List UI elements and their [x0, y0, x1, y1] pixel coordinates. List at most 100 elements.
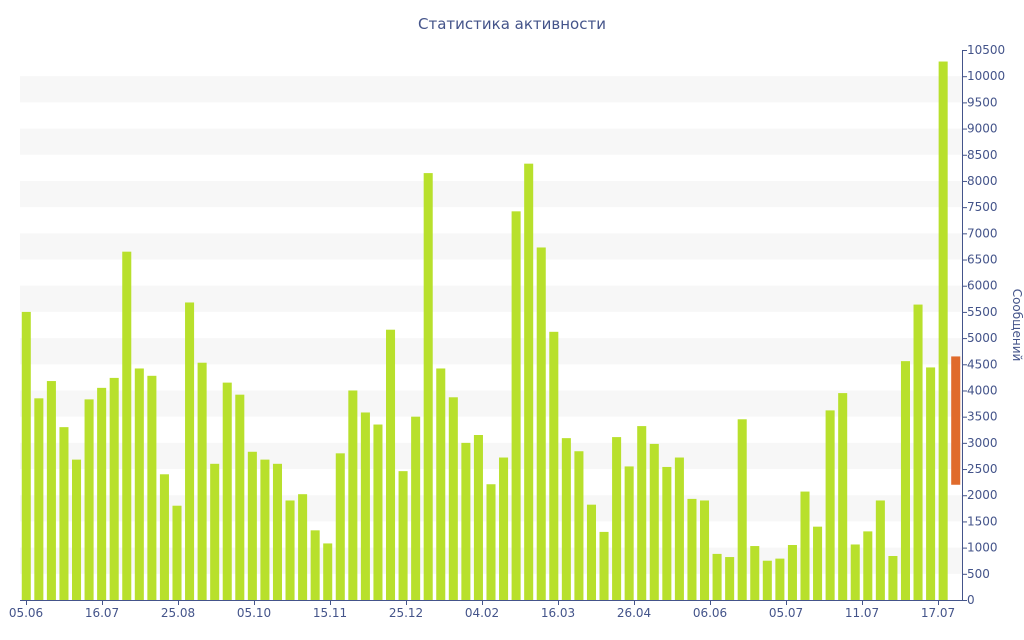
y-tick-label: 7500: [967, 200, 998, 214]
bar[interactable]: [888, 556, 898, 600]
bar[interactable]: [825, 410, 835, 600]
grid-band: [20, 233, 962, 260]
y-tick-label: 3000: [967, 436, 998, 450]
bar[interactable]: [838, 393, 848, 600]
bar[interactable]: [725, 557, 735, 600]
bar[interactable]: [813, 526, 823, 600]
bar[interactable]: [536, 247, 546, 600]
bar[interactable]: [323, 543, 333, 600]
bar[interactable]: [172, 505, 182, 600]
x-tick-label: 11.07: [845, 606, 879, 620]
bar[interactable]: [147, 375, 157, 600]
bar[interactable]: [549, 331, 559, 600]
bar[interactable]: [247, 451, 257, 600]
x-tick-label: 05.07: [769, 606, 803, 620]
bar[interactable]: [285, 500, 295, 600]
x-tick-label: 06.06: [693, 606, 727, 620]
grid-band: [20, 128, 962, 155]
bar[interactable]: [586, 504, 597, 600]
bar[interactable]: [97, 387, 107, 600]
bar[interactable]: [913, 304, 923, 600]
bar[interactable]: [423, 173, 433, 600]
bar[interactable]: [926, 367, 936, 600]
bar[interactable]: [662, 466, 672, 600]
bar[interactable]: [222, 382, 232, 600]
bar[interactable]: [863, 531, 873, 600]
bar[interactable]: [235, 394, 245, 600]
bar[interactable]: [210, 463, 220, 600]
bar[interactable]: [373, 424, 383, 600]
bar[interactable]: [411, 416, 421, 600]
bar[interactable]: [260, 459, 270, 600]
bar[interactable]: [649, 443, 659, 600]
bar[interactable]: [938, 61, 948, 601]
bar[interactable]: [486, 484, 496, 600]
bar[interactable]: [624, 466, 634, 600]
bar[interactable]: [448, 397, 458, 600]
bar[interactable]: [750, 546, 760, 600]
bar[interactable]: [687, 498, 697, 600]
bar[interactable]: [850, 544, 860, 600]
bar[interactable]: [109, 377, 119, 600]
bar[interactable]: [385, 329, 396, 600]
bar[interactable]: [272, 463, 283, 600]
bar[interactable]: [737, 419, 747, 600]
bar[interactable]: [134, 368, 144, 600]
bar[interactable]: [436, 368, 446, 600]
bar[interactable]: [561, 438, 571, 600]
bar[interactable]: [298, 494, 308, 600]
y-tick-label: 1000: [967, 541, 998, 555]
bar[interactable]: [900, 361, 911, 600]
bar[interactable]: [787, 545, 797, 600]
bar[interactable]: [71, 459, 82, 600]
bar[interactable]: [712, 553, 722, 600]
bar[interactable]: [122, 251, 132, 600]
bar[interactable]: [637, 426, 647, 600]
bar[interactable]: [21, 311, 31, 600]
bar[interactable]: [511, 211, 521, 601]
chart-title: Статистика активности: [418, 15, 606, 33]
bar[interactable]: [473, 435, 483, 600]
y-tick-label: 0: [967, 593, 975, 607]
bar[interactable]: [46, 381, 56, 600]
bar[interactable]: [612, 437, 622, 600]
bar[interactable]: [599, 531, 609, 600]
bar[interactable]: [34, 398, 44, 600]
bar[interactable]: [524, 163, 534, 600]
bar[interactable]: [499, 457, 509, 600]
bar[interactable]: [800, 491, 810, 600]
bar[interactable]: [951, 356, 961, 485]
x-tick-label: 05.06: [9, 606, 43, 620]
bar[interactable]: [875, 500, 885, 600]
bar[interactable]: [159, 474, 169, 600]
y-tick-label: 10000: [967, 69, 1005, 83]
x-tick-label: 16.07: [85, 606, 119, 620]
bar[interactable]: [674, 457, 684, 600]
y-tick-label: 4000: [967, 383, 998, 397]
bar[interactable]: [197, 362, 207, 600]
bar[interactable]: [335, 453, 345, 600]
grid-band: [20, 285, 962, 312]
y-tick-label: 4500: [967, 357, 998, 371]
bar[interactable]: [574, 451, 584, 600]
bar[interactable]: [59, 427, 69, 600]
bar[interactable]: [775, 558, 785, 600]
bars: [21, 61, 961, 601]
bar[interactable]: [461, 442, 471, 600]
bar[interactable]: [360, 412, 370, 600]
y-tick-label: 2000: [967, 488, 998, 502]
y-tick-labels: 0 500 1000 1500 2000 2500 3000 3500 4000 4500 5000…: [962, 43, 1005, 607]
y-tick-label: 9000: [967, 122, 998, 136]
y-tick-label: 3500: [967, 410, 998, 424]
bar[interactable]: [310, 530, 320, 600]
bar[interactable]: [762, 560, 772, 600]
bar[interactable]: [84, 399, 94, 600]
bar[interactable]: [699, 500, 710, 600]
bar[interactable]: [398, 471, 408, 600]
y-tick-label: 6500: [967, 253, 998, 267]
bar[interactable]: [185, 302, 195, 600]
bar[interactable]: [348, 390, 358, 600]
axes: [20, 50, 963, 601]
